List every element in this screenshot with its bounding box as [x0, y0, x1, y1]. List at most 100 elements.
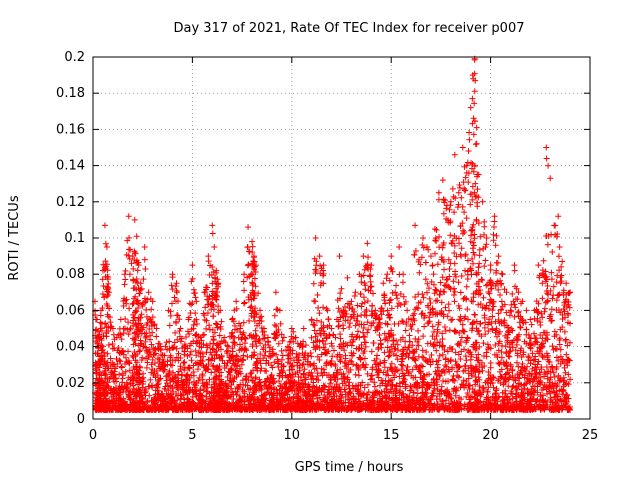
data-point	[486, 316, 493, 323]
data-point	[146, 315, 153, 322]
data-point	[144, 359, 151, 366]
data-point	[117, 331, 124, 338]
data-point	[351, 292, 358, 299]
data-point	[104, 379, 111, 386]
data-point	[330, 332, 337, 339]
data-point	[409, 366, 416, 373]
data-point	[412, 293, 419, 300]
data-point	[124, 383, 131, 390]
data-point	[237, 396, 244, 403]
data-point	[125, 331, 132, 338]
data-point	[94, 350, 101, 357]
data-point	[165, 387, 172, 394]
data-point	[152, 387, 159, 394]
data-point	[204, 344, 211, 351]
data-point	[241, 299, 248, 306]
data-point	[480, 294, 487, 301]
data-point	[405, 370, 412, 377]
data-point	[420, 379, 427, 386]
data-point	[388, 266, 395, 273]
data-point	[138, 285, 145, 292]
data-point	[258, 383, 265, 390]
data-point	[309, 373, 316, 380]
data-point	[334, 376, 341, 383]
data-point	[187, 348, 194, 355]
data-point	[432, 298, 439, 305]
data-point	[169, 362, 176, 369]
data-point	[171, 339, 178, 346]
data-point	[275, 340, 282, 347]
data-point	[214, 281, 221, 288]
data-point	[345, 391, 352, 398]
data-point	[429, 262, 436, 269]
data-point	[313, 376, 320, 383]
data-point	[152, 396, 159, 403]
data-point	[203, 365, 210, 372]
data-point	[313, 401, 320, 408]
data-point	[451, 260, 458, 267]
data-point	[229, 375, 236, 382]
data-point	[105, 341, 112, 348]
data-point	[213, 351, 220, 358]
data-point	[361, 339, 368, 346]
data-point	[247, 370, 254, 377]
data-point	[498, 306, 505, 313]
data-point	[212, 320, 219, 327]
data-point	[170, 345, 177, 352]
data-point	[423, 349, 430, 356]
data-point	[143, 306, 150, 313]
data-point	[300, 380, 307, 387]
data-point	[213, 293, 220, 300]
data-point	[100, 283, 107, 290]
data-point	[125, 348, 132, 355]
data-point	[371, 379, 378, 386]
data-point	[393, 382, 400, 389]
data-point	[358, 279, 365, 286]
data-point	[469, 298, 476, 305]
data-point	[142, 266, 149, 273]
data-point	[333, 399, 340, 406]
data-point	[461, 294, 468, 301]
data-point	[130, 277, 137, 284]
data-point	[237, 370, 244, 377]
data-point	[230, 339, 237, 346]
data-point	[412, 306, 419, 313]
data-point	[400, 318, 407, 325]
data-point	[385, 372, 392, 379]
data-point	[102, 258, 109, 265]
data-point	[134, 359, 141, 366]
data-point	[131, 216, 138, 223]
data-point	[356, 345, 363, 352]
data-point	[126, 305, 133, 312]
data-point	[120, 395, 127, 402]
data-point	[138, 391, 145, 398]
data-point	[420, 333, 427, 340]
data-point	[406, 338, 413, 345]
data-point	[252, 305, 259, 312]
data-point	[380, 280, 387, 287]
data-point	[491, 218, 498, 225]
data-point	[111, 371, 118, 378]
data-point	[126, 360, 133, 367]
data-point	[290, 377, 297, 384]
data-point	[149, 356, 156, 363]
data-point	[107, 355, 114, 362]
data-point	[443, 276, 450, 283]
data-point	[253, 333, 260, 340]
data-point	[404, 307, 411, 314]
data-point	[433, 347, 440, 354]
data-point	[384, 344, 391, 351]
data-point	[360, 361, 367, 368]
data-point	[459, 144, 466, 151]
data-point	[198, 337, 205, 344]
data-point	[378, 305, 385, 312]
data-point	[372, 361, 379, 368]
data-point	[261, 391, 268, 398]
data-point	[306, 369, 313, 376]
data-point	[352, 322, 359, 329]
data-point	[310, 393, 317, 400]
data-point	[360, 272, 367, 279]
data-point	[364, 319, 371, 326]
data-point	[155, 387, 162, 394]
data-point	[375, 374, 382, 381]
